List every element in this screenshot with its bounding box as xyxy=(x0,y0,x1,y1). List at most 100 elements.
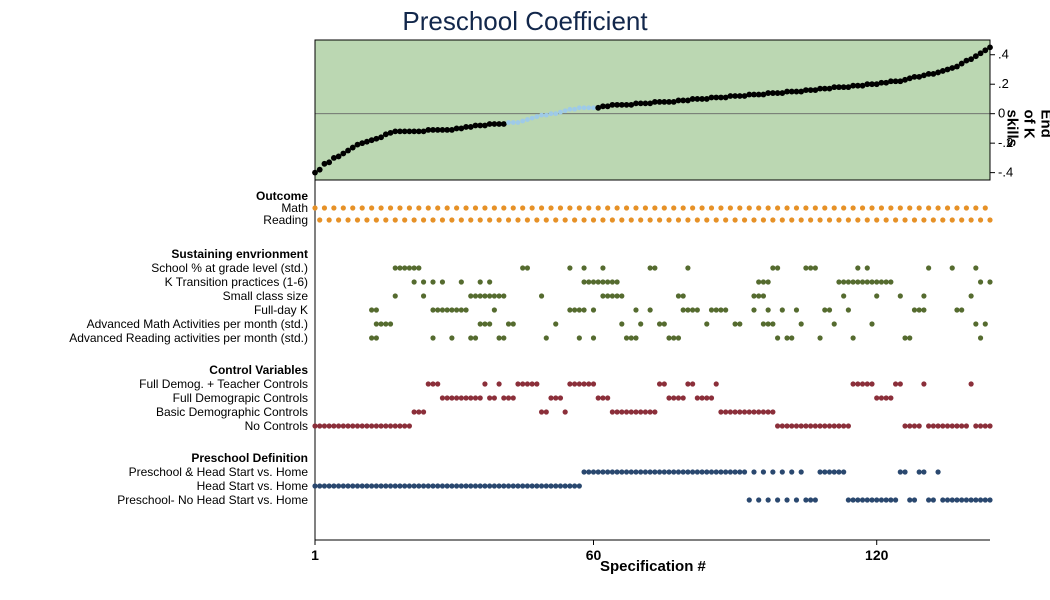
spec-dot xyxy=(591,307,596,312)
spec-dot xyxy=(954,423,959,428)
spec-dot xyxy=(388,205,393,210)
spec-dot xyxy=(728,205,733,210)
row-label: Preschool & Head Start vs. Home xyxy=(0,466,308,478)
spec-dot xyxy=(690,307,695,312)
spec-dot xyxy=(463,307,468,312)
spec-dot xyxy=(369,483,374,488)
spec-dot xyxy=(704,395,709,400)
spec-dot xyxy=(666,335,671,340)
spec-dot xyxy=(775,335,780,340)
spec-dot xyxy=(374,307,379,312)
spec-dot xyxy=(714,307,719,312)
spec-dot xyxy=(685,265,690,270)
spec-dot xyxy=(473,205,478,210)
spec-dot xyxy=(983,423,988,428)
spec-dot xyxy=(983,321,988,326)
spec-dot xyxy=(591,217,596,222)
spec-dot xyxy=(964,497,969,502)
coef-dot-ns xyxy=(577,105,582,110)
coef-dot-sig xyxy=(317,167,323,173)
spec-dot xyxy=(327,423,332,428)
spec-dot xyxy=(591,381,596,386)
spec-dot xyxy=(808,265,813,270)
spec-dot xyxy=(926,205,931,210)
spec-dot xyxy=(987,497,992,502)
spec-dot xyxy=(931,423,936,428)
coef-dot-ns xyxy=(511,120,516,125)
spec-dot xyxy=(751,217,756,222)
spec-dot xyxy=(917,469,922,474)
spec-dot xyxy=(600,279,605,284)
spec-dot xyxy=(676,217,681,222)
spec-dot xyxy=(973,265,978,270)
spec-dot xyxy=(539,409,544,414)
spec-dot xyxy=(813,497,818,502)
spec-dot xyxy=(591,335,596,340)
spec-dot xyxy=(478,279,483,284)
spec-dot xyxy=(987,279,992,284)
spec-dot xyxy=(610,217,615,222)
spec-dot xyxy=(718,469,723,474)
spec-dot xyxy=(449,395,454,400)
spec-dot xyxy=(846,279,851,284)
spec-dot xyxy=(817,335,822,340)
spec-dot xyxy=(860,279,865,284)
spec-dot xyxy=(775,205,780,210)
spec-dot xyxy=(657,381,662,386)
spec-dot xyxy=(539,205,544,210)
spec-dot xyxy=(676,395,681,400)
spec-dot xyxy=(827,217,832,222)
spec-dot xyxy=(874,217,879,222)
spec-dot xyxy=(784,335,789,340)
spec-dot xyxy=(435,381,440,386)
spec-dot xyxy=(430,483,435,488)
spec-dot xyxy=(586,205,591,210)
spec-dot xyxy=(761,409,766,414)
spec-dot xyxy=(756,409,761,414)
x-axis-label: Specification # xyxy=(600,558,706,575)
spec-dot xyxy=(548,395,553,400)
spec-dot xyxy=(619,217,624,222)
spec-dot xyxy=(473,483,478,488)
spec-dot xyxy=(496,293,501,298)
spec-dot xyxy=(397,423,402,428)
spec-dot xyxy=(855,381,860,386)
spec-dot xyxy=(685,217,690,222)
spec-dot xyxy=(544,217,549,222)
spec-dot xyxy=(898,469,903,474)
spec-dot xyxy=(515,483,520,488)
spec-dot xyxy=(704,217,709,222)
spec-dot xyxy=(983,205,988,210)
spec-dot xyxy=(832,423,837,428)
spec-dot xyxy=(931,217,936,222)
spec-dot xyxy=(581,265,586,270)
spec-dot xyxy=(492,293,497,298)
spec-dot xyxy=(558,483,563,488)
spec-dot xyxy=(648,307,653,312)
spec-dot xyxy=(515,381,520,386)
spec-dot xyxy=(614,469,619,474)
spec-dot xyxy=(600,293,605,298)
spec-dot xyxy=(893,497,898,502)
spec-dot xyxy=(709,307,714,312)
spec-dot xyxy=(539,293,544,298)
spec-dot xyxy=(520,265,525,270)
spec-dot xyxy=(553,395,558,400)
spec-dot xyxy=(789,469,794,474)
spec-dot xyxy=(378,423,383,428)
spec-dot xyxy=(747,205,752,210)
spec-dot xyxy=(482,205,487,210)
spec-dot xyxy=(817,469,822,474)
spec-dot xyxy=(511,205,516,210)
spec-dot xyxy=(402,483,407,488)
spec-dot xyxy=(515,217,520,222)
spec-dot xyxy=(544,483,549,488)
spec-dot xyxy=(459,279,464,284)
spec-dot xyxy=(657,469,662,474)
row-label: Head Start vs. Home xyxy=(0,480,308,492)
spec-dot xyxy=(799,423,804,428)
spec-dot xyxy=(539,483,544,488)
coef-dot-ns xyxy=(553,111,558,116)
spec-dot xyxy=(737,469,742,474)
row-label: K Transition practices (1-6) xyxy=(0,276,308,288)
